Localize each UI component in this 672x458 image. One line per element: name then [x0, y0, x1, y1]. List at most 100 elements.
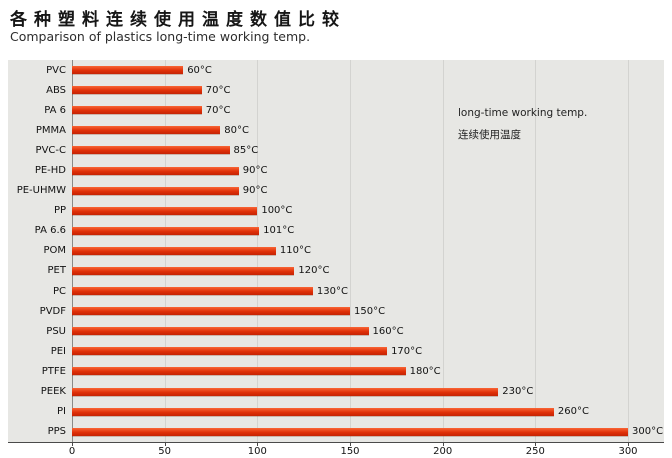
x-tick-label: 50	[158, 446, 172, 457]
value-label: 160°C	[372, 325, 404, 337]
bar-row: PVC 60°C	[8, 60, 664, 80]
value-label: 90°C	[242, 165, 268, 177]
temp-bar	[72, 387, 499, 396]
x-tick	[350, 442, 351, 446]
bar-row: PA 6 70°C	[8, 100, 664, 120]
bar-row: PE-UHMW 90°C	[8, 181, 664, 201]
temp-bar	[72, 66, 184, 75]
bar-row: PE-HD 90°C	[8, 161, 664, 181]
bar-row: ABS 70°C	[8, 80, 664, 100]
value-label: 101°C	[263, 225, 295, 237]
value-label: 170°C	[391, 345, 423, 357]
temp-bar	[72, 327, 369, 336]
gridline	[535, 60, 537, 442]
temp-bar	[72, 287, 313, 296]
value-label: 90°C	[242, 185, 268, 197]
bar-row: PI 260°C	[8, 402, 664, 422]
bar-row: PVC-C 85°C	[8, 140, 664, 160]
temp-bar	[72, 186, 239, 195]
category-label: PSU	[46, 325, 66, 337]
gridline	[442, 60, 444, 442]
bar-rows: PVC 60°C ABS 70°C PA 6 70°C PMMA 80°C PVC-C 85°C P…	[8, 60, 664, 442]
temp-bar	[72, 166, 239, 175]
x-tick	[628, 442, 629, 446]
bar-row: PP 100°C	[8, 201, 664, 221]
value-label: 180°C	[409, 365, 441, 377]
x-axis: 0 50 100 150 200 250 300	[8, 442, 664, 458]
chart-title-zh: 各种塑料连续使用温度数值比较	[10, 10, 346, 30]
temp-bar	[72, 347, 388, 356]
value-label: 300°C	[632, 426, 664, 438]
temp-bar	[72, 206, 258, 215]
bar-row: PSU 160°C	[8, 321, 664, 341]
category-label: POM	[43, 245, 66, 257]
bar-row: PA 6.6 101°C	[8, 221, 664, 241]
temp-bar	[72, 106, 202, 115]
x-tick	[535, 442, 537, 446]
category-label: PC	[52, 285, 66, 297]
bar-row: PPS 300°C	[8, 422, 664, 442]
temp-bar	[72, 86, 202, 95]
category-label: PPS	[47, 426, 66, 438]
chart-subtitle-en: Comparison of plastics long-time working…	[10, 29, 311, 44]
value-label: 260°C	[557, 406, 589, 418]
x-tick-label: 200	[433, 446, 453, 457]
value-label: 100°C	[261, 205, 293, 217]
category-label: PEI	[50, 345, 66, 357]
x-tick	[257, 442, 259, 446]
x-tick	[442, 442, 444, 446]
legend-line-zh: 连续使用温度	[458, 129, 521, 141]
value-label: 120°C	[298, 265, 330, 277]
category-label: PET	[47, 265, 66, 277]
temp-bar	[72, 266, 295, 275]
temp-bar	[72, 146, 230, 155]
value-label: 85°C	[233, 144, 259, 156]
bar-row: PC 130°C	[8, 281, 664, 301]
category-label: PVC-C	[35, 144, 66, 156]
bar-row: POM 110°C	[8, 241, 664, 261]
x-tick-label: 300	[618, 446, 638, 457]
temp-bar	[72, 407, 554, 416]
x-tick	[72, 442, 73, 446]
category-label: PMMA	[35, 124, 66, 136]
temp-bar	[72, 126, 221, 135]
x-tick-label: 0	[68, 446, 76, 457]
category-label: PI	[57, 406, 66, 418]
category-label: PE-UHMW	[16, 185, 66, 197]
category-label: ABS	[46, 84, 66, 96]
temp-bar	[72, 367, 406, 376]
x-tick-label: 150	[340, 446, 360, 457]
value-label: 70°C	[205, 104, 231, 116]
category-label: PVDF	[39, 305, 66, 317]
temp-bar	[72, 226, 260, 235]
value-label: 230°C	[502, 386, 534, 398]
temp-bar	[72, 307, 350, 316]
value-label: 80°C	[224, 124, 249, 136]
category-label: PP	[53, 205, 66, 217]
legend-line-en: long-time working temp.	[458, 107, 588, 119]
temp-bar	[72, 427, 628, 436]
value-label: 130°C	[316, 285, 348, 297]
gridline	[350, 60, 351, 442]
bar-row: PET 120°C	[8, 261, 664, 281]
value-label: 70°C	[205, 84, 231, 96]
chart-panel: PVC 60°C ABS 70°C PA 6 70°C PMMA 80°C PVC-C 85°C P…	[8, 60, 664, 443]
category-label: PA 6	[44, 104, 66, 116]
category-label: PEEK	[40, 386, 66, 398]
category-label: PE-HD	[34, 165, 66, 177]
category-label: PA 6.6	[34, 225, 66, 237]
bar-row: PTFE 180°C	[8, 361, 664, 381]
bar-row: PEEK 230°C	[8, 382, 664, 402]
bar-row: PMMA 80°C	[8, 120, 664, 140]
value-label: 60°C	[187, 64, 212, 76]
legend: long-time working temp. 连续使用温度	[458, 102, 587, 146]
bar-row: PEI 170°C	[8, 341, 664, 361]
gridline	[628, 60, 629, 442]
category-label: PVC	[46, 64, 66, 76]
x-tick	[164, 442, 166, 446]
value-label: 150°C	[354, 305, 386, 317]
value-label: 110°C	[279, 245, 311, 257]
category-label: PTFE	[41, 365, 66, 377]
x-tick-label: 250	[525, 446, 545, 457]
bar-row: PVDF 150°C	[8, 301, 664, 321]
